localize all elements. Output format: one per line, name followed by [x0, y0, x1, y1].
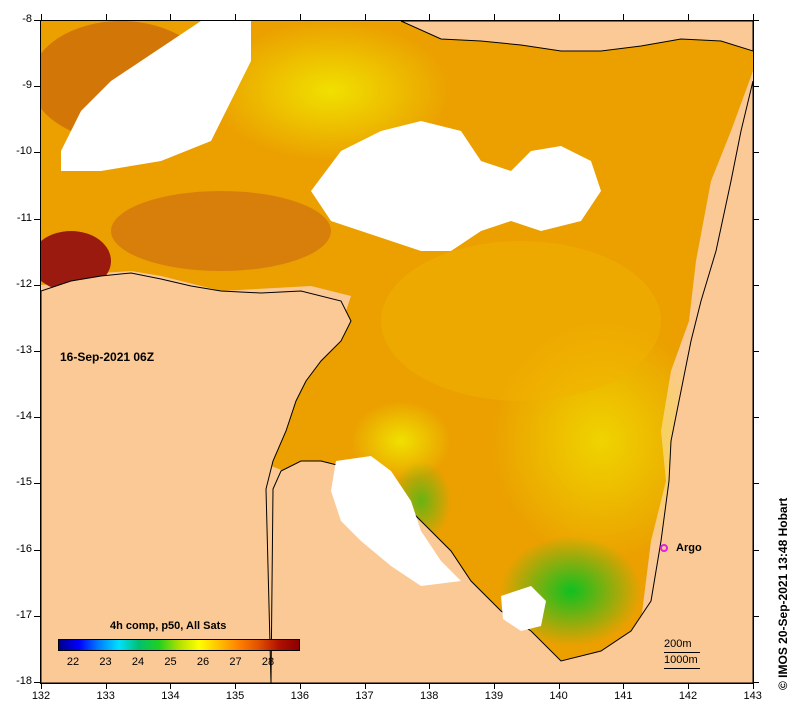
cloud-gap-south	[501, 586, 546, 631]
y-tick-mark	[753, 20, 759, 21]
y-tick-mark	[34, 351, 40, 352]
x-tick-mark	[688, 683, 689, 689]
y-tick-mark	[753, 218, 759, 220]
y-tick-label: -16	[16, 542, 32, 555]
y-tick-mark	[34, 682, 40, 683]
colorbar-tick-label: 26	[196, 656, 210, 668]
x-tick-mark	[299, 683, 301, 689]
y-tick-mark	[34, 615, 40, 617]
x-tick-label: 133	[96, 690, 115, 702]
scale-label-1000m: 1000m	[664, 654, 698, 666]
x-tick-mark	[493, 14, 495, 20]
x-tick-mark	[105, 683, 107, 689]
y-tick-mark	[34, 549, 40, 551]
colorbar-tick-label: 22	[66, 656, 80, 668]
scale-line-200m	[664, 652, 700, 653]
x-tick-label: 134	[161, 690, 180, 702]
land-arnhem-land	[41, 272, 352, 683]
x-tick-mark	[41, 683, 42, 689]
y-tick-mark	[34, 218, 40, 220]
y-tick-label: -10	[16, 145, 32, 158]
cloud-gap-west-coast	[331, 456, 461, 586]
cloud-gap-central	[311, 121, 601, 251]
y-tick-mark	[753, 682, 759, 683]
x-tick-mark	[235, 683, 237, 689]
colorbar-tick-label: 27	[229, 656, 242, 668]
y-tick-mark	[753, 417, 759, 419]
x-tick-mark	[105, 14, 107, 20]
y-tick-label: -14	[16, 410, 32, 423]
x-tick-mark	[429, 683, 431, 689]
x-tick-mark	[752, 14, 754, 20]
x-tick-mark	[623, 14, 625, 20]
cloud-gap-northwest	[61, 21, 251, 171]
x-tick-mark	[558, 683, 560, 689]
x-tick-label: 135	[225, 690, 245, 702]
colorbar-tick-label: 25	[164, 656, 177, 668]
colorbar-tick-label: 23	[99, 656, 112, 668]
y-tick-mark	[34, 152, 40, 154]
y-tick-mark	[753, 86, 759, 88]
y-tick-mark	[753, 284, 759, 286]
y-tick-mark	[753, 483, 759, 485]
y-tick-mark	[34, 86, 40, 88]
x-tick-mark	[235, 14, 237, 20]
x-tick-mark	[364, 14, 366, 20]
y-tick-label: -11	[16, 211, 32, 224]
y-tick-label: -17	[16, 608, 32, 621]
colorbar-tick-label: 28	[261, 656, 275, 668]
y-tick-mark	[34, 417, 40, 419]
y-tick-label: -9	[22, 79, 32, 92]
y-tick-label: -8	[22, 13, 32, 25]
x-tick-label: 137	[355, 690, 374, 702]
x-tick-mark	[170, 683, 172, 689]
x-tick-mark	[170, 14, 172, 20]
land-new-guinea	[400, 21, 753, 52]
x-tick-mark	[493, 683, 495, 689]
x-tick-mark	[364, 683, 366, 689]
y-tick-mark	[753, 152, 759, 154]
argo-label: Argo	[676, 542, 702, 554]
y-tick-mark	[34, 20, 40, 21]
x-tick-label: 132	[31, 690, 51, 702]
y-tick-mark	[34, 284, 40, 286]
scale-line-1000m	[664, 668, 700, 669]
x-tick-mark	[41, 14, 42, 20]
x-tick-mark	[752, 683, 754, 689]
y-tick-label: -18	[16, 675, 32, 687]
y-tick-label: -15	[16, 476, 32, 489]
date-label: 16-Sep-2021 06Z	[60, 350, 155, 364]
y-tick-mark	[753, 549, 759, 551]
x-tick-label: 138	[420, 690, 439, 702]
x-tick-mark	[688, 14, 689, 20]
x-tick-label: 142	[678, 690, 698, 702]
x-tick-label: 143	[743, 690, 762, 702]
map-frame	[40, 20, 754, 684]
credit-label: © IMOS 20-Sep-2021 13:48 Hobart	[776, 497, 790, 690]
temperature-colorbar	[58, 639, 300, 651]
y-tick-mark	[753, 351, 759, 352]
x-tick-label: 139	[484, 690, 504, 702]
x-tick-mark	[299, 14, 301, 20]
x-tick-label: 141	[614, 690, 633, 702]
sst-map	[41, 21, 753, 683]
legend-title: 4h comp, p50, All Sats	[110, 620, 227, 632]
y-tick-mark	[753, 615, 759, 617]
x-tick-label: 140	[549, 690, 568, 702]
y-tick-mark	[34, 483, 40, 485]
x-tick-mark	[623, 683, 625, 689]
y-tick-label: -12	[16, 277, 32, 290]
x-tick-mark	[429, 14, 431, 20]
x-tick-label: 136	[290, 690, 309, 702]
colorbar-tick-label: 24	[131, 656, 145, 668]
scale-label-200m: 200m	[664, 638, 692, 650]
y-tick-label: -13	[16, 344, 32, 356]
argo-float-marker[interactable]	[660, 544, 668, 552]
x-tick-mark	[558, 14, 560, 20]
